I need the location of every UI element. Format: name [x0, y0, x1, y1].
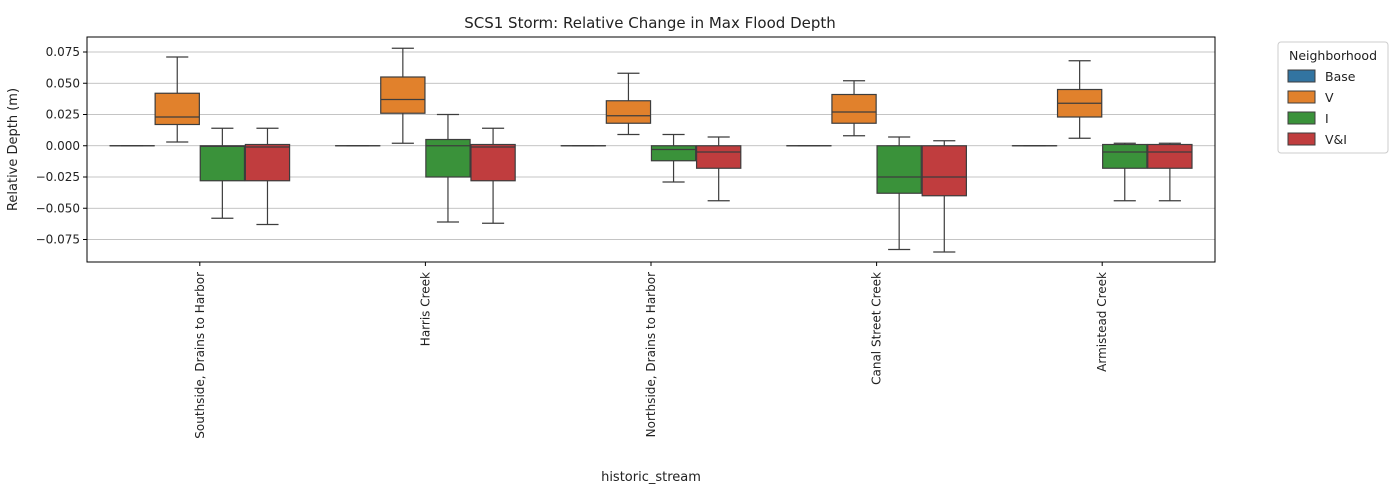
legend: Neighborhood Base VI V&I [1277, 41, 1389, 154]
box-i-3 [876, 136, 922, 251]
legend-swatch [1287, 90, 1316, 104]
box-body [695, 145, 742, 169]
box-body [605, 100, 652, 124]
box-v-1 [380, 47, 426, 144]
box-series [109, 47, 1193, 253]
box-i-2 [650, 133, 697, 183]
y-tick-label: 0.075 [46, 45, 80, 59]
x-tick-label: Canal Street Creek [870, 272, 884, 385]
y-axis-title: Relative Depth (m) [6, 88, 21, 211]
legend-swatch [1287, 111, 1316, 125]
box-vi-2 [695, 136, 742, 202]
x-tick-label: Armistead Creek [1095, 272, 1109, 372]
box-body [650, 145, 697, 162]
box-v-0 [154, 56, 200, 143]
box-v-3 [831, 80, 877, 137]
box-body [154, 92, 200, 126]
x-tick-label: Southside, Drains to Harbor [193, 272, 207, 439]
box-body [921, 145, 967, 197]
box-body [876, 145, 922, 194]
box-v-4 [1056, 60, 1103, 139]
box-body [470, 143, 516, 182]
y-tick-label: 0.050 [46, 76, 80, 90]
chart-title: SCS1 Storm: Relative Change in Max Flood… [464, 14, 836, 32]
box-body [380, 76, 426, 114]
box-i-0 [199, 127, 246, 219]
box-vi-4 [1147, 142, 1193, 202]
box-v-2 [605, 72, 652, 136]
x-axis: Southside, Drains to Harbor Harris Creek N… [193, 262, 1109, 439]
box-body [1147, 143, 1193, 169]
box-body [244, 143, 291, 182]
x-axis-title: historic_stream [601, 470, 701, 485]
y-tick-label: −0.050 [36, 201, 80, 215]
legend-label: I [1325, 111, 1329, 126]
box-body [425, 138, 471, 178]
y-axis: 0.075 0.050 0.025 0.000 −0.025 −0.050 −0.075 [36, 45, 87, 247]
box-body [199, 145, 246, 182]
box-body [1102, 143, 1148, 169]
box-vi-3 [921, 140, 967, 253]
legend-swatch [1287, 132, 1316, 146]
legend-label: Base [1325, 69, 1356, 84]
legend-label: V&I [1325, 132, 1347, 147]
y-tick-label: −0.025 [36, 170, 80, 184]
box-i-4 [1102, 142, 1148, 202]
y-tick-label: 0.025 [46, 108, 80, 122]
box-i-1 [425, 113, 471, 223]
legend-swatch [1287, 69, 1316, 83]
box-body [831, 93, 877, 124]
x-tick-label: Harris Creek [418, 272, 432, 346]
y-tick-label: 0.000 [46, 139, 80, 153]
y-tick-label: −0.075 [36, 233, 80, 247]
x-tick-label: Northside, Drains to Harbor [644, 272, 658, 437]
box-vi-1 [470, 127, 516, 224]
legend-label: V [1325, 90, 1334, 105]
legend-title: Neighborhood [1289, 48, 1377, 63]
box-vi-0 [244, 127, 291, 226]
